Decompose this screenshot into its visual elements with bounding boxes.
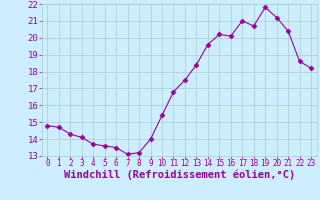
X-axis label: Windchill (Refroidissement éolien,°C): Windchill (Refroidissement éolien,°C) bbox=[64, 170, 295, 180]
